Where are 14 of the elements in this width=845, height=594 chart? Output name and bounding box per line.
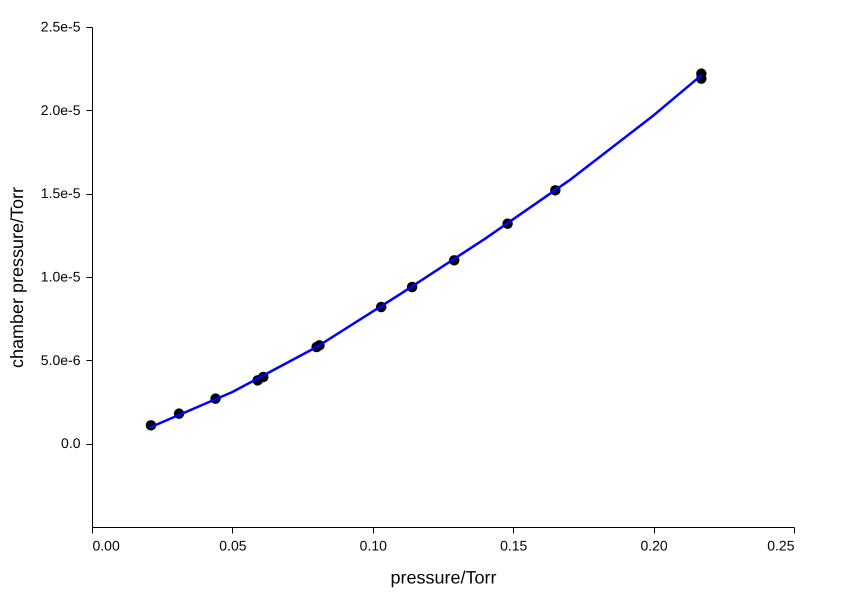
x-tick-label: 0.25: [767, 538, 795, 554]
x-tick-label: 0.15: [500, 538, 528, 554]
y-tick-label: 2.5e-5: [40, 18, 81, 34]
y-tick-label: 1.5e-5: [40, 185, 81, 202]
y-axis-title: chamber pressure/Torr: [6, 186, 27, 368]
x-tick-label: 0.05: [219, 538, 247, 554]
x-axis-title: pressure/Torr: [390, 568, 497, 588]
y-tick-label: 0.0: [61, 435, 81, 452]
x-tick-label: 0.20: [640, 538, 668, 554]
x-tick-label: 0.00: [92, 538, 120, 554]
y-tick-label: 2.0e-5: [40, 102, 81, 118]
x-tick-label: 0.10: [360, 538, 388, 554]
y-tick-label: 1.0e-5: [40, 268, 81, 284]
y-tick-label: 5.0e-6: [40, 352, 81, 368]
